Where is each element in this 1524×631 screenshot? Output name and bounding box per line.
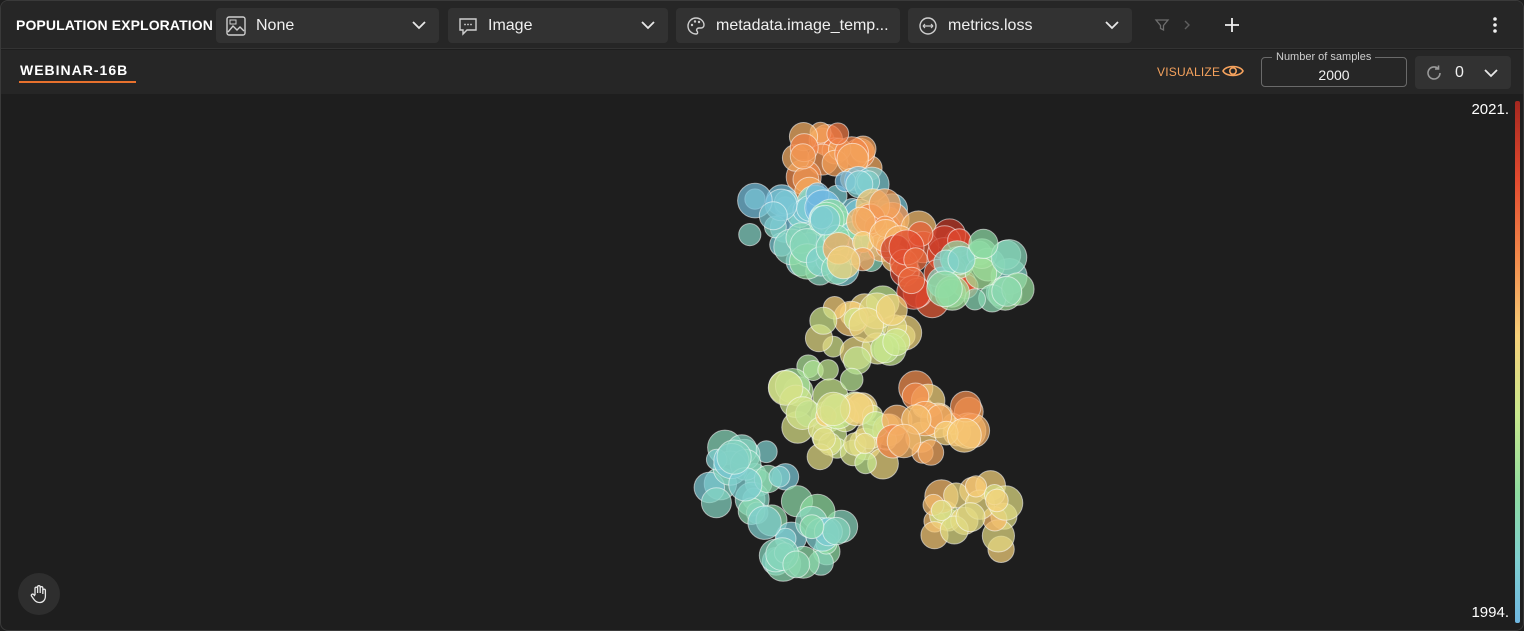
samples-field-legend: Number of samples bbox=[1272, 51, 1376, 63]
scatter-point[interactable] bbox=[964, 475, 988, 498]
pan-tool-button[interactable] bbox=[18, 573, 60, 615]
scatter-point[interactable] bbox=[985, 488, 1009, 513]
tab-webinar-16b[interactable]: WEBINAR-16B bbox=[20, 62, 129, 78]
top-toolbar: POPULATION EXPLORATION None Image metada… bbox=[1, 1, 1523, 49]
scatter-point[interactable] bbox=[817, 359, 839, 381]
image-preview-icon bbox=[224, 14, 248, 38]
color-dropdown[interactable]: metadata.image_temp... bbox=[676, 8, 900, 43]
scatter-point[interactable] bbox=[809, 306, 838, 335]
chevron-down-icon bbox=[1105, 21, 1119, 30]
more-vertical-icon[interactable] bbox=[1485, 15, 1505, 35]
scatter-point[interactable] bbox=[767, 370, 804, 406]
scatter-point[interactable] bbox=[854, 432, 876, 455]
scatter-point[interactable] bbox=[700, 487, 732, 519]
palette-icon bbox=[684, 14, 708, 38]
scatter-point[interactable] bbox=[809, 204, 841, 236]
scatter-point[interactable] bbox=[812, 427, 836, 451]
plus-icon[interactable] bbox=[1222, 15, 1242, 35]
active-tab-indicator bbox=[19, 81, 136, 83]
scatter-point[interactable] bbox=[747, 505, 782, 540]
scatter-point[interactable] bbox=[926, 270, 963, 308]
size-icon bbox=[916, 14, 940, 38]
app-title: POPULATION EXPLORATION bbox=[16, 17, 213, 33]
scatter-point[interactable] bbox=[789, 143, 817, 170]
eye-icon[interactable] bbox=[1222, 62, 1244, 80]
scatter-point[interactable] bbox=[930, 499, 953, 521]
scatter-point[interactable] bbox=[886, 423, 922, 459]
size-dropdown[interactable]: metrics.loss bbox=[908, 8, 1132, 43]
samples-field-value[interactable]: 2000 bbox=[1318, 67, 1350, 83]
chevron-right-icon bbox=[1177, 15, 1197, 35]
number-of-samples-field[interactable]: Number of samples 2000 bbox=[1261, 51, 1407, 87]
scatter-point[interactable] bbox=[826, 122, 850, 146]
scatter-point[interactable] bbox=[768, 465, 791, 488]
filter-icon[interactable] bbox=[1152, 15, 1172, 35]
scatter-point[interactable] bbox=[839, 367, 864, 392]
population-scatter-plot[interactable] bbox=[1, 94, 1511, 631]
scatter-point[interactable] bbox=[955, 502, 986, 533]
hand-icon bbox=[30, 585, 47, 604]
tooltip-dropdown[interactable]: Image bbox=[448, 8, 668, 43]
color-scale-max-label: 2021. bbox=[1471, 101, 1509, 118]
tooltip-icon bbox=[456, 14, 480, 38]
visualize-button[interactable]: VISUALIZE bbox=[1157, 65, 1221, 79]
chevron-down-icon bbox=[1484, 69, 1498, 78]
scatter-point[interactable] bbox=[826, 245, 861, 280]
color-scale-min-label: 1994. bbox=[1471, 604, 1509, 621]
scatter-point[interactable] bbox=[848, 307, 885, 343]
chevron-down-icon bbox=[641, 21, 655, 30]
refresh-value: 0 bbox=[1455, 64, 1464, 81]
scatter-point[interactable] bbox=[738, 223, 762, 247]
scatter-point[interactable] bbox=[946, 417, 982, 453]
sub-toolbar: WEBINAR-16B VISUALIZE Number of samples … bbox=[1, 50, 1523, 94]
scatter-point[interactable] bbox=[816, 391, 851, 427]
chevron-down-icon bbox=[412, 21, 426, 30]
preview-dropdown-label: None bbox=[256, 16, 295, 34]
preview-dropdown[interactable]: None bbox=[216, 8, 439, 43]
tooltip-dropdown-label: Image bbox=[488, 16, 533, 34]
scatter-canvas[interactable] bbox=[1, 94, 1511, 631]
scatter-point[interactable] bbox=[782, 550, 811, 579]
scatter-point[interactable] bbox=[799, 514, 825, 540]
refresh-icon[interactable] bbox=[1425, 64, 1443, 82]
refresh-version-dropdown[interactable]: 0 bbox=[1415, 56, 1511, 89]
scatter-point[interactable] bbox=[882, 328, 911, 357]
color-dropdown-label: metadata.image_temp... bbox=[716, 16, 888, 34]
scatter-point[interactable] bbox=[875, 293, 908, 326]
scatter-point[interactable] bbox=[854, 451, 877, 475]
scatter-point[interactable] bbox=[917, 439, 945, 466]
scatter-point[interactable] bbox=[950, 390, 982, 423]
color-scale-bar bbox=[1515, 101, 1520, 623]
size-dropdown-label: metrics.loss bbox=[948, 16, 1033, 34]
scatter-point[interactable] bbox=[968, 228, 999, 259]
scatter-point[interactable] bbox=[822, 516, 851, 546]
scatter-point[interactable] bbox=[947, 245, 976, 274]
scatter-point[interactable] bbox=[991, 276, 1023, 307]
scatter-point[interactable] bbox=[716, 439, 752, 475]
scatter-point[interactable] bbox=[758, 201, 788, 231]
scatter-point[interactable] bbox=[897, 266, 926, 295]
